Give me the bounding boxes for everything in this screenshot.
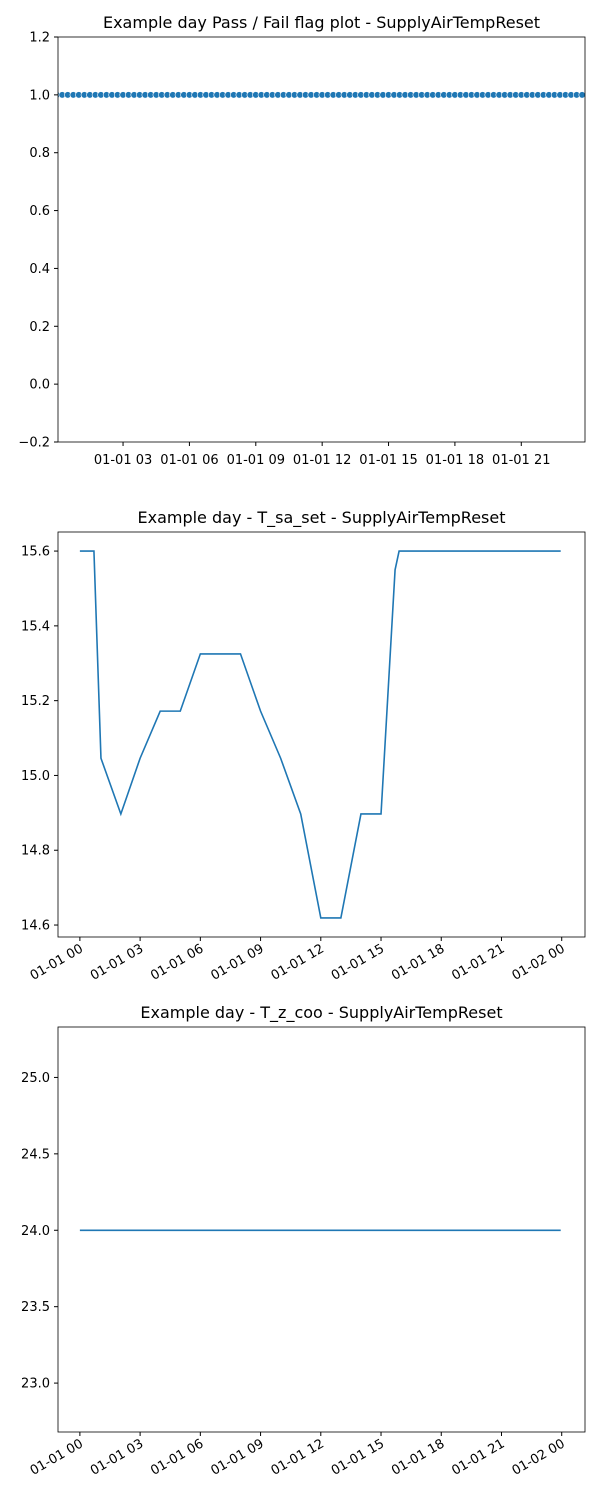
x-tick-label: 01-01 21 <box>449 1436 507 1478</box>
axes-frame <box>57 36 586 443</box>
y-tick-label: 15.6 <box>21 545 50 560</box>
x-tick-label: 01-01 12 <box>269 941 327 983</box>
x-tick-label: 01-01 15 <box>359 453 417 468</box>
x-tick-label: 01-01 12 <box>293 453 351 468</box>
y-tick-label: 23.5 <box>21 1300 50 1315</box>
x-tick-label: 01-01 15 <box>329 1436 387 1478</box>
x-tick-label: 01-01 18 <box>389 1436 447 1478</box>
x-tick-label: 01-01 12 <box>269 1436 327 1478</box>
y-tick-label: 0.2 <box>29 320 50 335</box>
x-tick-label: 01-01 06 <box>148 941 206 983</box>
chart-title: Example day - T_z_coo - SupplyAirTempRes… <box>140 1003 502 1023</box>
y-tick-label: 0.8 <box>29 146 50 161</box>
y-tick-label: 15.2 <box>21 694 50 709</box>
y-tick-label: 15.4 <box>21 619 50 634</box>
chart-title: Example day - T_sa_set - SupplyAirTempRe… <box>137 508 505 528</box>
x-tick-label: 01-01 03 <box>88 1436 146 1478</box>
x-tick-label: 01-01 09 <box>208 1436 266 1478</box>
x-tick-label: 01-01 18 <box>389 941 447 983</box>
y-tick-label: 0.6 <box>29 204 50 219</box>
x-tick-label: 01-01 21 <box>449 941 507 983</box>
x-tick-label: 01-01 09 <box>208 941 266 983</box>
y-tick-label: 14.6 <box>21 919 50 934</box>
y-tick-label: 0.4 <box>29 262 50 277</box>
x-tick-label: 01-01 09 <box>227 453 285 468</box>
y-tick-label: 14.8 <box>21 844 50 859</box>
chart-title: Example day Pass / Fail flag plot - Supp… <box>103 13 540 32</box>
axes-frame <box>57 531 586 938</box>
x-tick-label: 01-01 06 <box>148 1436 206 1478</box>
x-tick-label: 01-02 00 <box>510 1436 568 1478</box>
y-tick-label: 0.0 <box>29 378 50 393</box>
x-tick-label: 01-01 21 <box>492 453 550 468</box>
line <box>79 550 561 919</box>
x-tick-label: 01-01 00 <box>28 941 86 983</box>
y-tick-label: 1.2 <box>29 31 50 46</box>
x-tick-label: 01-01 06 <box>160 453 218 468</box>
y-tick-label: 15.0 <box>21 769 50 784</box>
x-tick-label: 01-01 15 <box>329 941 387 983</box>
y-tick-label: 25.0 <box>21 1071 50 1086</box>
y-tick-label: −0.2 <box>18 436 50 451</box>
axes-frame <box>57 1026 586 1433</box>
plot-area <box>79 550 561 919</box>
x-tick-label: 01-01 03 <box>88 941 146 983</box>
y-tick-label: 24.0 <box>21 1224 50 1239</box>
point <box>578 91 585 99</box>
x-tick-label: 01-01 03 <box>94 453 152 468</box>
x-tick-label: 01-01 18 <box>426 453 484 468</box>
x-tick-label: 01-01 00 <box>28 1436 86 1478</box>
x-tick-label: 01-02 00 <box>510 941 568 983</box>
y-tick-label: 24.5 <box>21 1147 50 1162</box>
y-tick-label: 23.0 <box>21 1377 50 1392</box>
y-tick-label: 1.0 <box>29 88 50 103</box>
plot-area <box>58 91 585 99</box>
